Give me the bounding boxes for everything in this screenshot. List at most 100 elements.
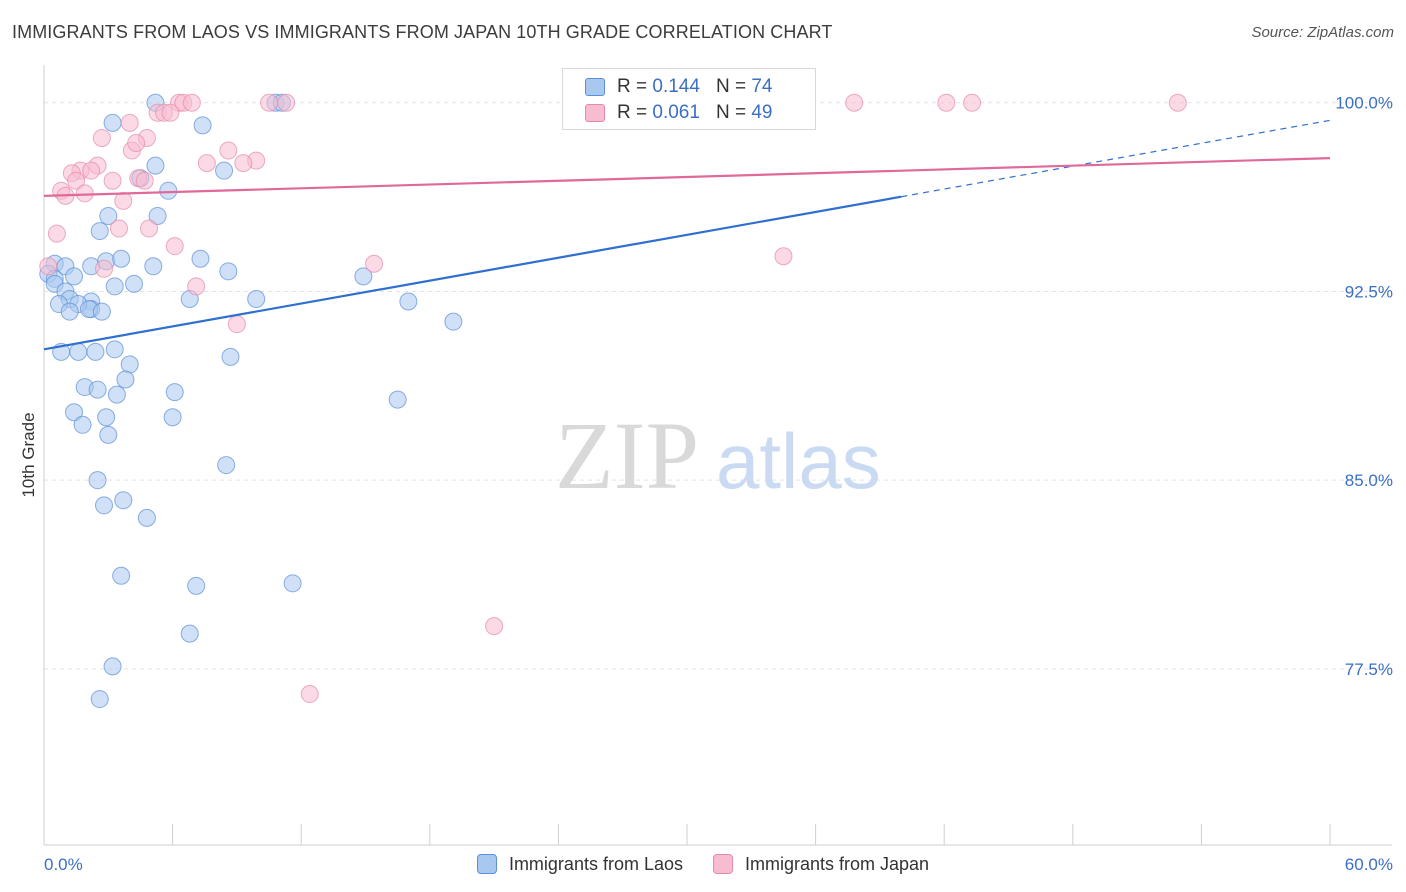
japan-point xyxy=(39,257,58,276)
laos-point xyxy=(99,425,118,444)
laos-point xyxy=(90,690,109,709)
laos-point xyxy=(112,249,131,268)
japan-point xyxy=(92,128,111,147)
legend-r-value: 0.144 xyxy=(652,76,700,97)
laos-point xyxy=(114,491,133,510)
japan-point xyxy=(135,171,154,190)
japan-point xyxy=(227,315,246,334)
japan-point xyxy=(1168,93,1187,112)
legend-r-label: R = xyxy=(617,76,648,97)
japan-point xyxy=(774,247,793,266)
laos-point xyxy=(219,262,238,281)
japan-point xyxy=(140,219,159,238)
laos-point xyxy=(90,222,109,241)
legend-row-laos: R = 0.144 N = 74 xyxy=(585,75,772,99)
legend-r-label: R = xyxy=(617,102,648,123)
laos-point xyxy=(165,383,184,402)
japan-point xyxy=(161,103,180,122)
laos-point xyxy=(105,277,124,296)
trend-lines xyxy=(43,119,1331,351)
japan-point xyxy=(120,113,139,132)
x-tick-label: 0.0% xyxy=(44,855,83,874)
laos-point xyxy=(120,355,139,374)
japan-point xyxy=(103,171,122,190)
legend-row-japan: R = 0.061 N = 49 xyxy=(585,101,772,125)
laos-point xyxy=(97,408,116,427)
japan-point xyxy=(110,219,129,238)
laos-point xyxy=(217,456,236,475)
legend-swatch-japan xyxy=(585,104,605,122)
laos-trend-extension xyxy=(901,119,1331,198)
japan-point xyxy=(845,93,864,112)
legend-item-laos: Immigrants from Laos xyxy=(476,854,683,875)
watermark-atlas: atlas xyxy=(716,417,881,505)
chart-source: Source: ZipAtlas.com xyxy=(1251,24,1394,41)
laos-point xyxy=(73,415,92,434)
legend-n-value: 49 xyxy=(751,102,773,123)
japan-point xyxy=(963,93,982,112)
laos-point xyxy=(103,113,122,132)
japan-point xyxy=(300,685,319,704)
japan-point xyxy=(114,191,133,210)
laos-point xyxy=(163,408,182,427)
tick-labels: 100.0% 92.5% 85.0% 77.5% 0.0% 60.0% xyxy=(44,94,1393,874)
legend-swatch-laos xyxy=(476,854,497,874)
laos-point xyxy=(112,566,131,585)
laos-point xyxy=(191,249,210,268)
y-axis-label: 10th Grade xyxy=(19,412,38,497)
laos-point xyxy=(146,156,165,175)
y-tick-label: 92.5% xyxy=(1345,282,1393,301)
data-points xyxy=(39,93,1187,709)
japan-point xyxy=(75,184,94,203)
x-tick-label: 60.0% xyxy=(1345,855,1393,874)
laos-point xyxy=(107,385,126,404)
laos-point xyxy=(105,340,124,359)
legend-r-value: 0.061 xyxy=(652,102,700,123)
laos-point xyxy=(65,267,84,286)
laos-point xyxy=(144,257,163,276)
watermark: ZIP atlas xyxy=(555,402,881,509)
japan-point xyxy=(67,171,86,190)
laos-point xyxy=(88,380,107,399)
laos-point xyxy=(354,267,373,286)
japan-point xyxy=(47,224,66,243)
laos-point xyxy=(103,657,122,676)
laos-point xyxy=(180,624,199,643)
chart-title: IMMIGRANTS FROM LAOS VS IMMIGRANTS FROM … xyxy=(12,22,833,42)
laos-point xyxy=(86,342,105,361)
y-tick-label: 85.0% xyxy=(1345,471,1393,490)
legend-n-value: 74 xyxy=(751,76,773,97)
laos-point xyxy=(283,574,302,593)
y-tick-label: 100.0% xyxy=(1335,94,1393,113)
laos-point xyxy=(148,206,167,225)
laos-point xyxy=(65,403,84,422)
laos-point xyxy=(60,302,79,321)
japan-point xyxy=(165,237,184,256)
laos-point xyxy=(99,206,118,225)
watermark-zip: ZIP xyxy=(555,402,699,509)
japan-point xyxy=(485,617,504,636)
laos-trend-line xyxy=(43,195,902,351)
japan-point xyxy=(219,141,238,160)
laos-point xyxy=(159,181,178,200)
laos-point xyxy=(388,390,407,409)
legend-swatch-laos xyxy=(585,78,605,96)
y-tick-label: 77.5% xyxy=(1345,660,1393,679)
laos-point xyxy=(69,342,88,361)
legend-label-japan: Immigrants from Japan xyxy=(745,853,930,874)
japan-point xyxy=(277,93,296,112)
japan-trend-line xyxy=(43,156,1331,197)
laos-point xyxy=(444,312,463,331)
japan-point xyxy=(182,93,201,112)
axes xyxy=(43,65,1392,846)
laos-point xyxy=(221,347,240,366)
laos-point xyxy=(95,496,114,515)
japan-point xyxy=(95,259,114,278)
laos-point xyxy=(116,370,135,389)
legend-n-label: N = xyxy=(715,102,747,123)
laos-point xyxy=(247,290,266,308)
laos-point xyxy=(399,292,418,311)
japan-point xyxy=(127,134,146,152)
japan-point xyxy=(197,154,216,173)
